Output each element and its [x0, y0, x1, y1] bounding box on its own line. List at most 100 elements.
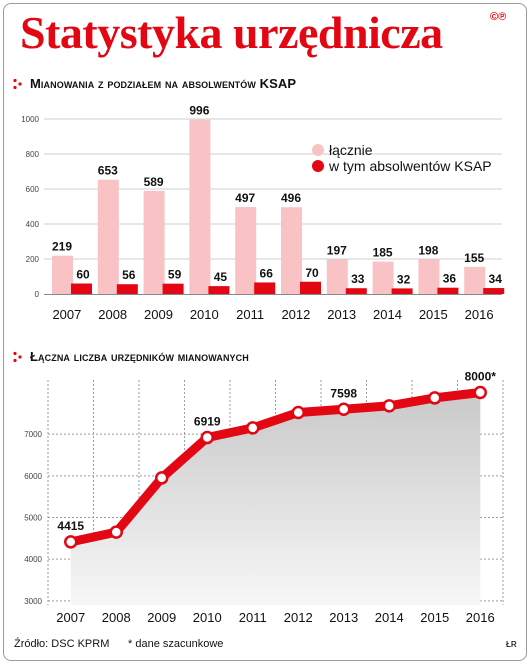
x-tick-label: 2010	[193, 610, 222, 625]
y-tick-label: 400	[26, 220, 40, 229]
data-point	[64, 535, 78, 549]
bar-total	[97, 179, 119, 294]
bar-ksap-label: 34	[489, 272, 503, 286]
legend-label-total: łącznie	[329, 142, 373, 158]
bar-ksap-label: 66	[260, 266, 274, 280]
author-credit: ŁR	[506, 640, 517, 649]
bar-ksap-label: 33	[351, 272, 365, 286]
source-note: Źródło: DSC KPRM	[14, 638, 110, 650]
data-point	[291, 405, 305, 420]
bar-chart-title: Mianowania z podziałem na absolwentów KS…	[30, 76, 297, 91]
x-tick-label: 2013	[327, 307, 356, 322]
copyright-badge: ©℗	[490, 11, 507, 23]
bar-total-label: 497	[235, 191, 255, 205]
point-value-label: 8000*	[465, 370, 497, 384]
bullet-icon	[13, 78, 22, 89]
x-tick-label: 2014	[375, 610, 404, 625]
bar-ksap	[116, 284, 138, 294]
y-tick-label: 600	[26, 185, 40, 194]
bar-ksap-label: 32	[397, 272, 411, 286]
x-tick-label: 2014	[373, 307, 402, 322]
bar-ksap	[483, 288, 505, 294]
bar-total	[189, 119, 211, 294]
estimate-note: * dane szacunkowe	[128, 638, 224, 650]
bar-ksap	[71, 283, 92, 294]
bar-ksap-label: 70	[305, 266, 319, 280]
bar-total	[418, 259, 440, 294]
x-tick-label: 2007	[52, 307, 81, 322]
line-chart-heading: Łączna liczba urzędników mianowanych	[12, 349, 249, 364]
x-tick-label: 2007	[56, 610, 85, 625]
bar-chart: 0 200 400 600 800 1000 219 60 2007 653 56 2008 589 59…	[21, 104, 505, 322]
data-point	[109, 525, 123, 539]
y-tick-label: 6000	[24, 472, 42, 481]
bar-ksap	[162, 283, 184, 294]
bar-total	[143, 190, 165, 294]
bar-ksap	[300, 281, 321, 294]
data-point	[337, 402, 351, 416]
line-chart-title: Łączna liczba urzędników mianowanych	[30, 349, 249, 364]
bar-ksap-label: 45	[214, 270, 228, 284]
bar-total-label: 496	[281, 191, 301, 205]
data-point	[200, 430, 214, 445]
y-tick-label: 4000	[24, 555, 42, 564]
point-value-label: 7598	[330, 386, 357, 400]
area-chart: 3000 4000 5000 6000 7000 4415 6919 7598 8000* 200…	[24, 370, 504, 625]
bar-total-label: 185	[373, 246, 393, 260]
y-tick-label: 3000	[24, 597, 42, 606]
data-point	[382, 399, 396, 413]
legend-marker-ksap	[312, 160, 324, 172]
data-point	[155, 471, 169, 485]
x-tick-label: 2012	[281, 307, 310, 322]
x-tick-label: 2009	[147, 610, 176, 625]
data-point	[473, 385, 487, 400]
x-tick-label: 2016	[466, 610, 495, 625]
bullet-icon	[13, 351, 22, 362]
bar-total	[326, 259, 348, 294]
y-tick-label: 5000	[24, 514, 42, 523]
bar-total	[372, 261, 394, 294]
x-tick-label: 2011	[239, 610, 267, 625]
series-line	[66, 388, 485, 547]
x-tick-label: 2008	[98, 307, 127, 322]
bar-total-label: 219	[52, 240, 72, 254]
y-tick-label: 7000	[24, 430, 42, 439]
bar-total-label: 198	[418, 243, 438, 257]
point-value-label: 6919	[194, 415, 221, 429]
bar-ksap-label: 60	[76, 268, 90, 282]
bar-total-label: 155	[464, 251, 484, 265]
bar-ksap	[391, 288, 413, 294]
area-fill	[70, 392, 481, 605]
bar-ksap	[345, 288, 367, 294]
bar-ksap	[254, 282, 276, 294]
x-tick-label: 2016	[465, 307, 494, 322]
bar-total-label: 197	[327, 244, 347, 258]
bar-ksap-label: 56	[122, 268, 136, 282]
bar-ksap	[208, 286, 230, 294]
data-point	[246, 421, 260, 435]
bar-total	[235, 207, 257, 294]
point-value-label: 4415	[57, 519, 84, 533]
bar-chart-heading: Mianowania z podziałem na absolwentów KS…	[12, 76, 296, 91]
x-tick-label: 2012	[284, 610, 313, 625]
y-tick-label: 800	[26, 150, 40, 159]
bar-ksap-label: 59	[168, 268, 182, 282]
bar-ksap	[437, 287, 459, 294]
bar-total-label: 589	[144, 175, 164, 189]
x-tick-label: 2010	[190, 307, 219, 322]
x-tick-label: 2008	[102, 610, 131, 625]
legend-label-ksap: w tym absolwentów KSAP	[328, 158, 492, 174]
y-tick-label: 1000	[21, 115, 39, 124]
bar-total	[464, 266, 486, 294]
data-point	[428, 391, 442, 405]
bar-total	[52, 255, 73, 294]
x-tick-label: 2013	[329, 610, 358, 625]
x-tick-label: 2009	[144, 307, 173, 322]
bar-ksap-label: 36	[443, 272, 457, 286]
bar-total-label: 653	[98, 164, 118, 178]
infographic-title: Statystyka urzędnicza	[20, 7, 443, 58]
y-tick-label: 200	[26, 255, 40, 264]
legend-marker-total	[312, 144, 324, 156]
bar-total	[281, 207, 302, 294]
x-tick-label: 2015	[419, 307, 448, 322]
